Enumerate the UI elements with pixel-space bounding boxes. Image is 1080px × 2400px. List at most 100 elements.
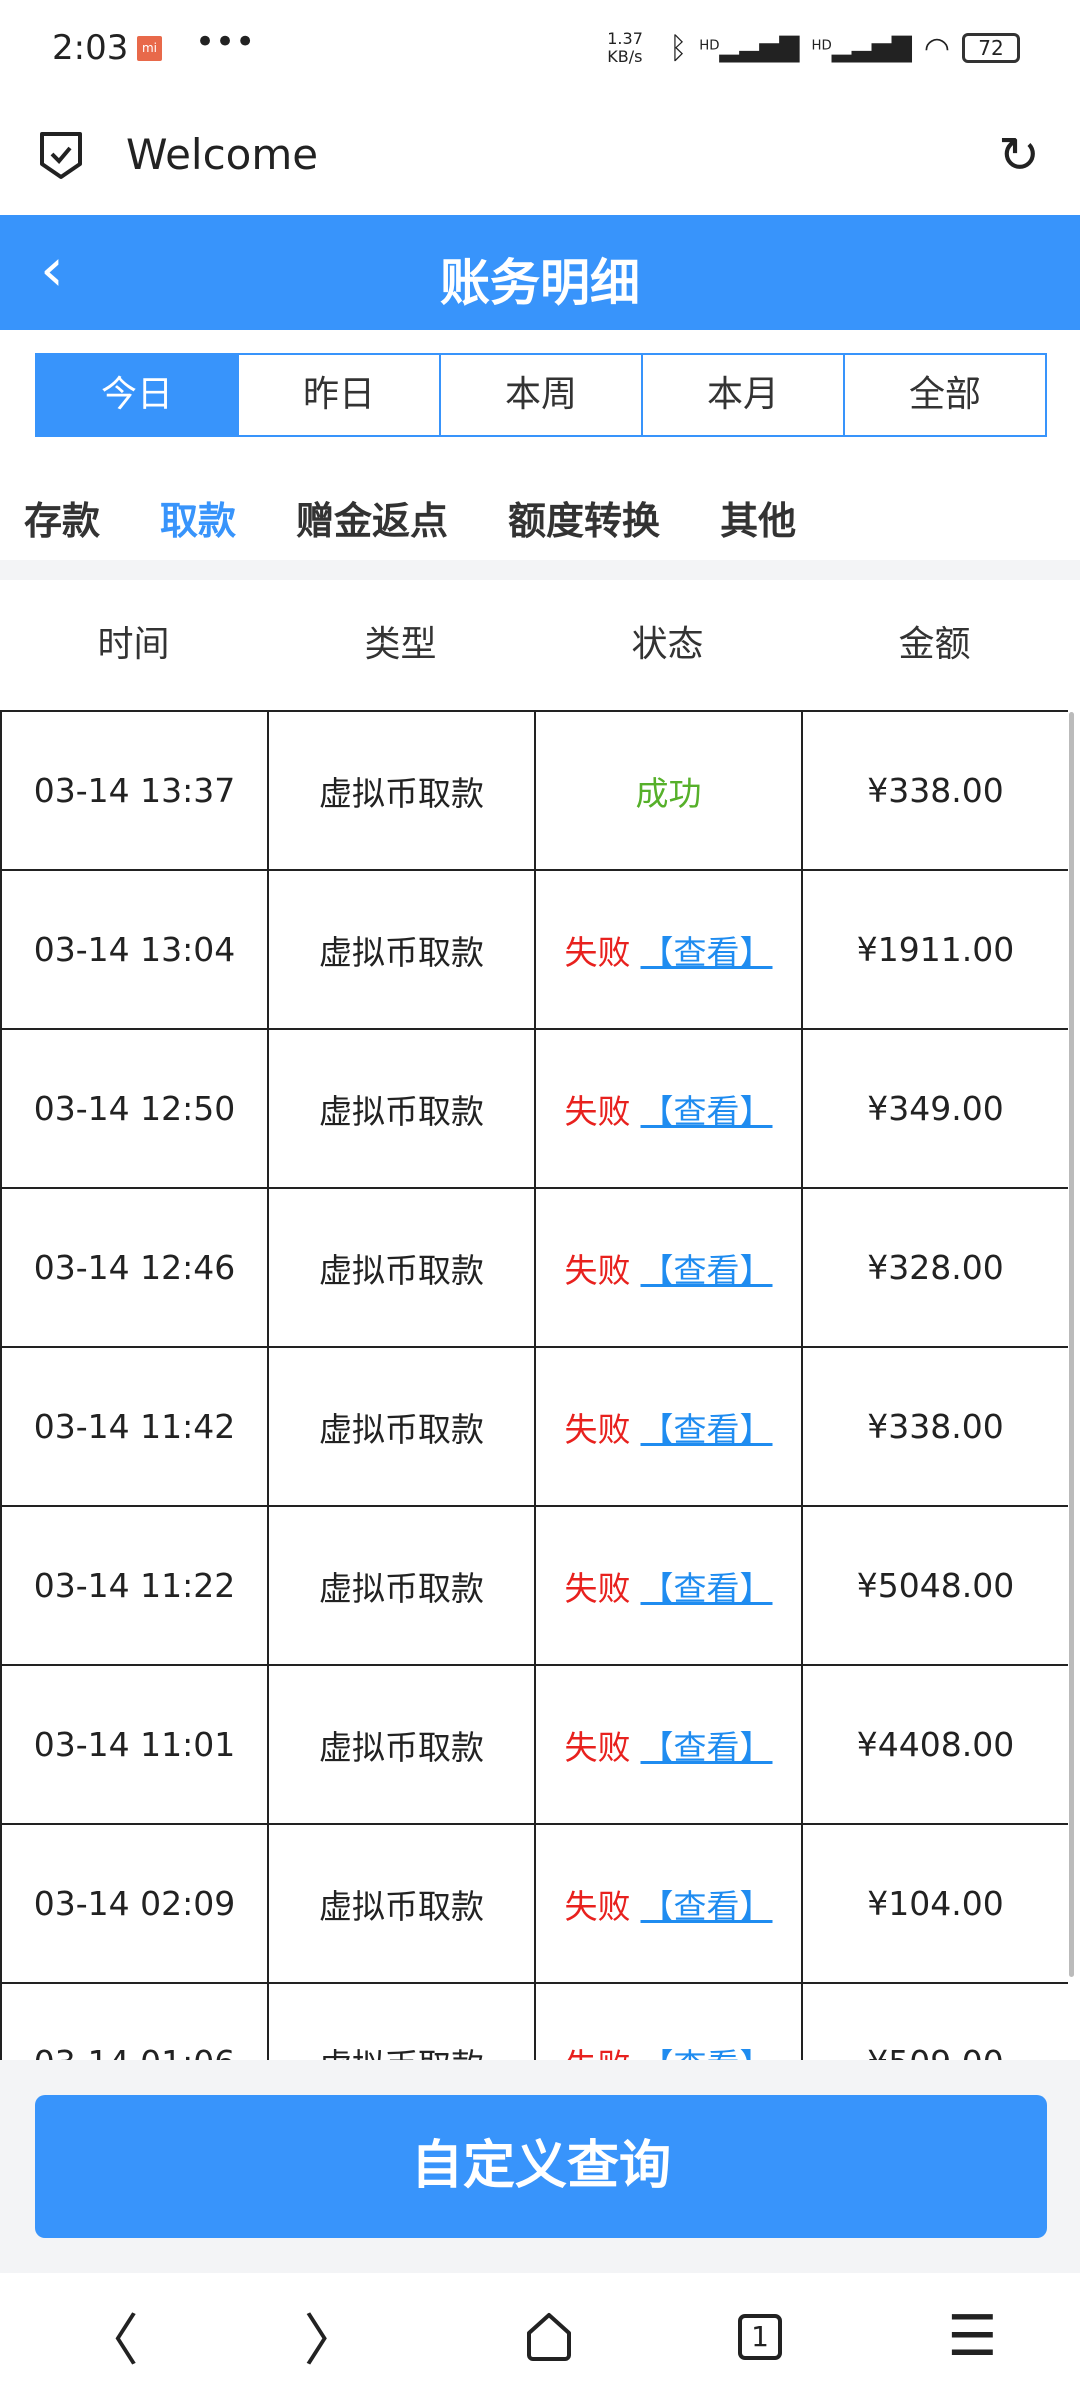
cell-amount: ¥338.00	[801, 1348, 1068, 1505]
view-link[interactable]: 【查看】	[640, 1409, 773, 1449]
mi-app-icon: mi	[137, 36, 162, 61]
tab-this-month[interactable]: 本月	[641, 355, 843, 435]
page-title: Welcome	[126, 130, 319, 179]
tab-transfer[interactable]: 额度转换	[508, 499, 661, 543]
table-header: 时间 类型 状态 金额	[0, 580, 1068, 710]
cell-type: 虚拟币取款	[267, 1507, 534, 1664]
cell-status: 失败【查看】	[534, 1348, 801, 1505]
period-tabs: 今日 昨日 本周 本月 全部	[35, 353, 1047, 437]
net-speed: 1.37 KB/s	[607, 29, 643, 66]
view-link[interactable]: 【查看】	[640, 932, 773, 972]
cell-time: 03-14 13:04	[0, 871, 267, 1028]
view-link[interactable]: 【查看】	[640, 1886, 773, 1926]
view-link[interactable]: 【查看】	[640, 1250, 773, 1290]
reload-icon[interactable]: ↻	[998, 126, 1040, 184]
status-success: 成功	[635, 773, 702, 813]
tab-deposit[interactable]: 存款	[24, 499, 101, 543]
header-title: 账务明细	[440, 254, 640, 312]
status-failed: 失败	[564, 1886, 631, 1926]
cell-type: 虚拟币取款	[267, 1030, 534, 1187]
divider	[0, 560, 1080, 580]
shield-check-icon[interactable]	[38, 130, 84, 180]
forward-icon[interactable]: 〉	[303, 2309, 360, 2374]
cell-amount: ¥349.00	[801, 1030, 1068, 1187]
tab-this-week[interactable]: 本周	[439, 355, 641, 435]
cell-type: 虚拟币取款	[267, 1666, 534, 1823]
status-failed: 失败	[565, 2039, 631, 2061]
cell-amount: ¥1911.00	[801, 871, 1068, 1028]
view-link[interactable]: 【查看】	[640, 1091, 773, 1131]
table-row: 03-14 11:01 虚拟币取款 失败 【查看】 ¥4408.00	[0, 1666, 1068, 1825]
cell-time: 03-14 11:01	[0, 1666, 267, 1823]
tab-other[interactable]: 其他	[720, 499, 797, 543]
tab-yesterday[interactable]: 昨日	[237, 355, 439, 435]
cell-amount: ¥509.00	[801, 1984, 1068, 2060]
cell-type: 虚拟币取款	[267, 871, 534, 1028]
cell-status: 成功	[534, 712, 801, 869]
browser-bar: Welcome ↻	[0, 100, 1080, 215]
clock: 2:03	[52, 28, 129, 68]
cell-status: 失败【查看】	[534, 1030, 801, 1187]
tab-withdraw[interactable]: 取款	[160, 499, 237, 543]
custom-query-button[interactable]: 自定义查询	[35, 2095, 1047, 2238]
back-icon[interactable]: 〈	[82, 2309, 139, 2374]
view-link[interactable]: 【查看】	[641, 2039, 773, 2061]
cell-amount: ¥104.00	[801, 1825, 1068, 1982]
cell-status: 失败【查看】	[534, 1984, 801, 2060]
cell-status: 失败【查看】	[534, 1825, 801, 1982]
signal-icon: HD▂▃▅▇	[811, 33, 912, 63]
bluetooth-icon: ᛒ	[669, 30, 688, 66]
view-link[interactable]: 【查看】	[640, 1727, 773, 1767]
app-header: ‹ 账务明细	[0, 215, 1080, 330]
browser-nav-bar: 〈 〉 1 ☰	[0, 2273, 1080, 2400]
table-row: 03-14 13:04 虚拟币取款 失败 【查看】 ¥1911.00	[0, 871, 1068, 1030]
home-icon[interactable]	[525, 2311, 573, 2363]
cell-type: 虚拟币取款	[267, 1984, 534, 2060]
scrollbar[interactable]	[1069, 712, 1074, 1977]
menu-icon[interactable]: ☰	[947, 2304, 998, 2369]
tab-all[interactable]: 全部	[843, 355, 1045, 435]
tab-today[interactable]: 今日	[37, 355, 237, 435]
cell-type: 虚拟币取款	[267, 1825, 534, 1982]
table-row: 03-14 13:37 虚拟币取款 成功 ¥338.00	[0, 712, 1068, 871]
cell-time: 03-14 11:22	[0, 1507, 267, 1664]
transactions-table: 03-14 13:37 虚拟币取款 成功 ¥338.00 03-14 13:04 虚拟币取…	[0, 710, 1068, 2060]
cell-time: 03-14 01:06	[0, 1984, 267, 2060]
cell-amount: ¥328.00	[801, 1189, 1068, 1346]
cell-type: 虚拟币取款	[267, 1189, 534, 1346]
status-failed: 失败	[564, 1091, 631, 1131]
table-row: 03-14 12:46 虚拟币取款 失败 【查看】 ¥328.00	[0, 1189, 1068, 1348]
tabs-icon[interactable]: 1	[738, 2313, 783, 2360]
cell-amount: ¥5048.00	[801, 1507, 1068, 1664]
status-failed: 失败	[564, 1727, 631, 1767]
wifi-icon: ◠	[923, 30, 950, 66]
hd-label: HD	[699, 38, 720, 54]
table-row: 03-14 11:42 虚拟币取款 失败 【查看】 ¥338.00	[0, 1348, 1068, 1507]
cell-time: 03-14 12:50	[0, 1030, 267, 1187]
status-failed: 失败	[564, 1409, 631, 1449]
signal-icon: HD▂▃▅▇	[699, 33, 800, 63]
cell-status: 失败【查看】	[534, 1507, 801, 1664]
cell-status: 失败【查看】	[534, 1666, 801, 1823]
table-row: 03-14 02:09 虚拟币取款 失败 【查看】 ¥104.00	[0, 1825, 1068, 1984]
category-tabs: 存款 取款 赠金返点 额度转换 其他	[24, 490, 796, 545]
cell-type: 虚拟币取款	[267, 1348, 534, 1505]
cell-time: 03-14 12:46	[0, 1189, 267, 1346]
cell-status: 失败【查看】	[534, 871, 801, 1028]
back-button[interactable]: ‹	[40, 235, 64, 305]
hd-label: HD	[811, 38, 832, 54]
tab-bonus-rebate[interactable]: 赠金返点	[296, 499, 449, 543]
more-notifications-icon: •••	[195, 22, 256, 62]
view-link[interactable]: 【查看】	[640, 1568, 773, 1608]
cell-time: 03-14 02:09	[0, 1825, 267, 1982]
header-time: 时间	[97, 624, 170, 665]
status-bar: 2:03 mi ••• 1.37 KB/s ᛒ HD▂▃▅▇ HD▂▃▅▇ ◠ …	[0, 0, 1080, 100]
status-failed: 失败	[564, 1250, 631, 1290]
cell-type: 虚拟币取款	[267, 712, 534, 869]
cell-status: 失败【查看】	[534, 1189, 801, 1346]
header-amount: 金额	[898, 624, 971, 665]
table-row: 03-14 01:06虚拟币取款失败【查看】¥509.00	[0, 1984, 1068, 2060]
battery-icon: 72	[962, 33, 1020, 63]
table-row: 03-14 11:22 虚拟币取款 失败 【查看】 ¥5048.00	[0, 1507, 1068, 1666]
header-type: 类型	[364, 624, 437, 665]
